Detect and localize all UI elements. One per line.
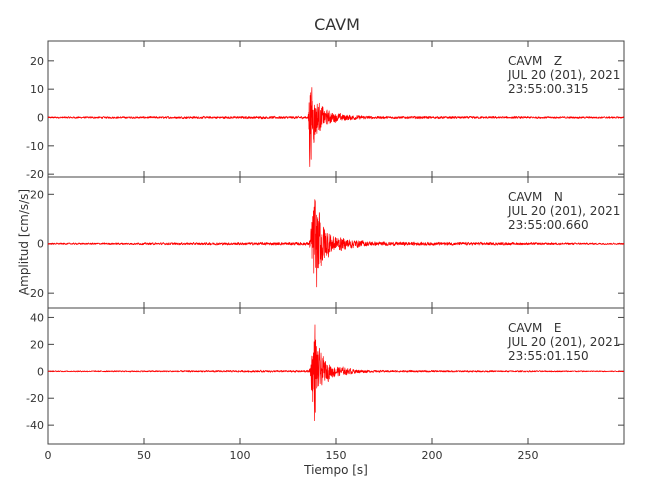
y-tick-label: 20 [30, 55, 44, 68]
y-tick-label: 0 [37, 365, 44, 378]
y-tick-label: 10 [30, 83, 44, 96]
x-tick-label: 250 [518, 449, 539, 462]
x-axis-label: Tiempo [s] [303, 463, 368, 477]
time-label: 23:55:00.315 [508, 82, 589, 96]
x-tick-label: 200 [422, 449, 443, 462]
trace-line [47, 324, 625, 422]
y-tick-label: 20 [30, 188, 44, 201]
y-tick-label: -20 [26, 392, 44, 405]
y-tick-label: -40 [26, 419, 44, 432]
time-label: 23:55:00.660 [508, 218, 589, 232]
channel-label: CAVM N [508, 190, 563, 204]
time-label: 23:55:01.150 [508, 349, 589, 363]
date-label: JUL 20 (201), 2021 [507, 204, 620, 218]
x-tick-label: 50 [137, 449, 151, 462]
x-tick-label: 0 [45, 449, 52, 462]
y-tick-label: -20 [26, 287, 44, 300]
y-tick-label: 0 [37, 112, 44, 125]
y-tick-label: 20 [30, 338, 44, 351]
y-tick-label: 0 [37, 238, 44, 251]
x-tick-label: 100 [230, 449, 251, 462]
y-tick-label: -10 [26, 140, 44, 153]
channel-label: CAVM E [508, 321, 561, 335]
y-axis-label: Amplitud [cm/s/s] [17, 189, 31, 295]
y-tick-label: 40 [30, 311, 44, 324]
trace-line [47, 87, 625, 168]
y-tick-label: -20 [26, 168, 44, 181]
trace-line [47, 199, 625, 288]
date-label: JUL 20 (201), 2021 [507, 68, 620, 82]
chart-title: CAVM [314, 15, 360, 34]
date-label: JUL 20 (201), 2021 [507, 335, 620, 349]
channel-label: CAVM Z [508, 54, 562, 68]
x-tick-label: 150 [326, 449, 347, 462]
